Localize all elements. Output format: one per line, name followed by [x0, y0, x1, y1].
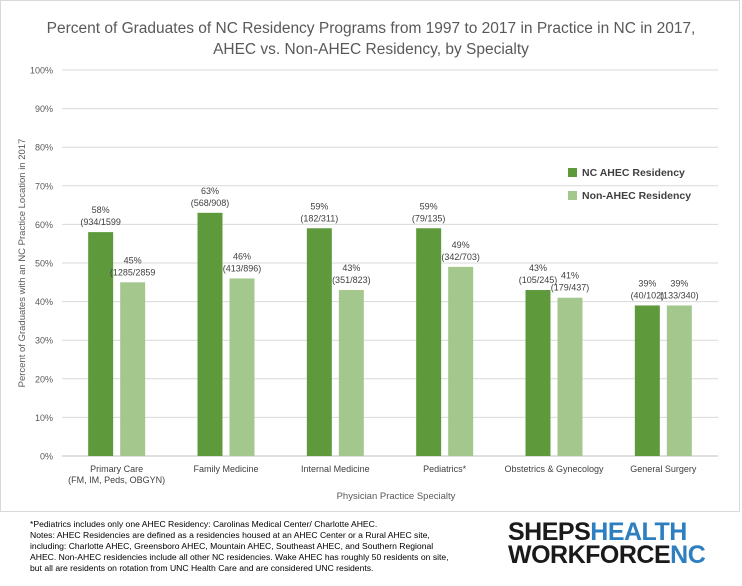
legend-swatch: [568, 168, 577, 177]
x-tick-label: Pediatrics*: [423, 464, 467, 474]
chart-frame: [0, 0, 740, 512]
data-label: 43%: [342, 263, 360, 273]
y-tick-label: 20%: [35, 374, 53, 384]
y-tick-label: 0%: [40, 452, 53, 462]
data-label: 49%: [452, 240, 470, 250]
logo-text: HEALTH: [590, 518, 687, 546]
legend-label: Non-AHEC Residency: [582, 190, 691, 202]
bar: [338, 290, 364, 456]
data-label: 63%: [201, 186, 219, 196]
data-label: (133/340): [660, 290, 699, 300]
data-label: (182/311): [300, 213, 338, 223]
data-label: (179/437): [551, 283, 590, 293]
logo-text: NC: [670, 541, 706, 569]
y-tick-label: 30%: [35, 336, 53, 346]
data-label: (342/703): [441, 252, 480, 262]
logo-text: SHEPS: [508, 518, 591, 546]
data-label: (413/896): [223, 263, 262, 273]
bar: [448, 266, 474, 456]
x-tick-label: Primary Care: [90, 464, 143, 474]
legend-swatch: [568, 191, 577, 200]
y-tick-label: 60%: [35, 220, 53, 230]
x-tick-label: Family Medicine: [193, 464, 258, 474]
logo-text: WORKFORCE: [508, 541, 671, 569]
bar: [525, 290, 551, 456]
bar: [306, 228, 332, 456]
data-label: 58%: [92, 205, 110, 215]
y-tick-label: 70%: [35, 181, 53, 191]
x-axis-title: Physician Practice Specialty: [337, 491, 456, 502]
y-axis-title: Percent of Graduates with an NC Practice…: [17, 139, 28, 388]
data-label: (351/823): [332, 275, 371, 285]
bar: [557, 297, 583, 456]
footnote-line: Notes: AHEC Residencies are defined as a…: [30, 530, 430, 540]
bar: [634, 305, 660, 456]
data-label: (568/908): [191, 198, 230, 208]
data-label: (934/1599: [80, 217, 121, 227]
y-tick-label: 100%: [30, 66, 53, 76]
footnotes: *Pediatrics includes only one AHEC Resid…: [30, 519, 470, 574]
chart-title-line-1: Percent of Graduates of NC Residency Pro…: [46, 20, 696, 37]
data-label: 43%: [529, 263, 547, 273]
data-label: 45%: [124, 255, 142, 265]
y-tick-label: 40%: [35, 297, 53, 307]
footnote-line: including: Charlotte AHEC, Greensboro AH…: [30, 541, 434, 551]
y-tick-label: 80%: [35, 143, 53, 153]
x-tick-label: Internal Medicine: [301, 464, 370, 474]
bar-chart: 58% (934/1599 45% (1285/2859 63% (568/908) 46%…: [17, 66, 718, 502]
bar: [120, 282, 146, 456]
data-label: 59%: [420, 201, 438, 211]
x-tick-label: (FM, IM, Peds, OBGYN): [68, 475, 165, 485]
chart-title: Percent of Graduates of NC Residency Pro…: [0, 18, 742, 60]
data-label: (105/245): [519, 275, 558, 285]
y-tick-label: 10%: [35, 413, 53, 423]
y-tick-label: 90%: [35, 104, 53, 114]
sheps-health-workforce-nc-logo: SHEPSHEALTH WORKFORCENC: [508, 518, 718, 569]
bar: [229, 278, 255, 456]
data-label: 59%: [310, 201, 328, 211]
x-tick-label: Obstetrics & Gynecology: [504, 464, 604, 474]
bar: [416, 228, 442, 456]
bar: [197, 212, 223, 456]
footnote-line: AHEC. Non-AHEC residencies include all o…: [30, 552, 449, 562]
data-label: 41%: [561, 271, 579, 281]
x-tick-label: General Surgery: [630, 464, 697, 474]
bar: [666, 305, 692, 456]
footnote-line: *Pediatrics includes only one AHEC Resid…: [30, 519, 378, 529]
data-label: 46%: [233, 251, 251, 261]
footnote-line: but all are residents on rotation from U…: [30, 563, 374, 573]
y-tick-label: 50%: [35, 259, 53, 269]
data-label: (1285/2859: [110, 267, 156, 277]
data-label: (40/102): [631, 290, 665, 300]
chart-title-line-2: AHEC vs. Non-AHEC Residency, by Specialt…: [213, 41, 529, 58]
bar: [88, 232, 114, 456]
data-label: 39%: [670, 278, 688, 288]
legend-label: NC AHEC Residency: [582, 167, 685, 179]
data-label: 39%: [638, 278, 656, 288]
data-label: (79/135): [412, 213, 446, 223]
